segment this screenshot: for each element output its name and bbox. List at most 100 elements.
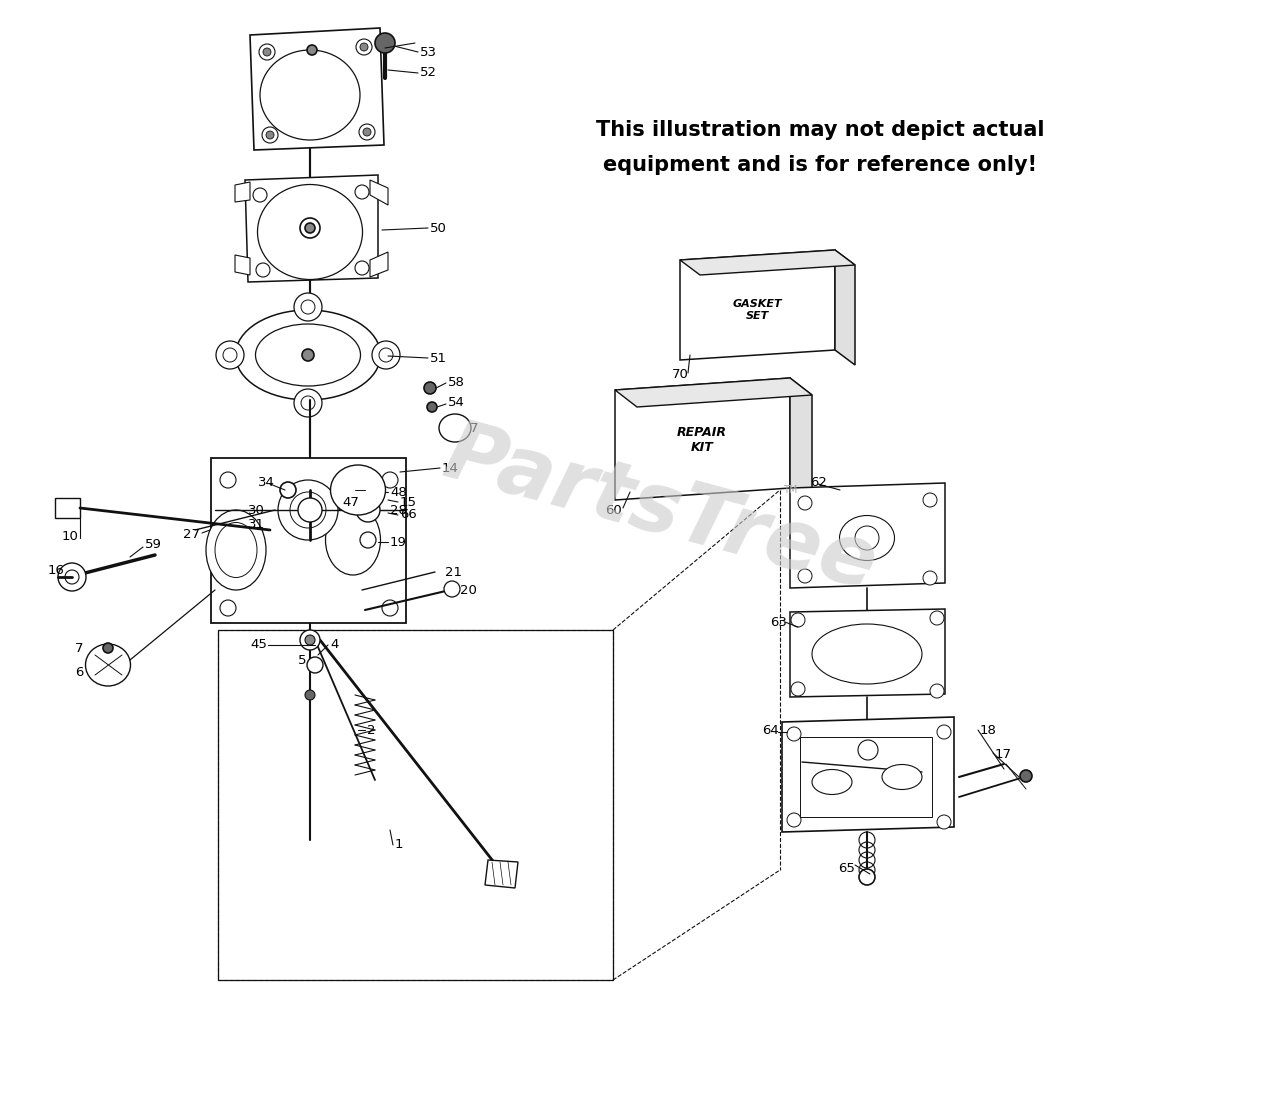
Polygon shape <box>782 716 954 832</box>
Ellipse shape <box>257 184 362 279</box>
Circle shape <box>355 261 369 275</box>
Circle shape <box>931 611 945 625</box>
Text: 17: 17 <box>995 749 1012 762</box>
Text: 16: 16 <box>49 563 65 576</box>
Circle shape <box>298 498 323 522</box>
Text: 21: 21 <box>445 565 462 578</box>
Circle shape <box>262 47 271 56</box>
Polygon shape <box>790 378 812 505</box>
Circle shape <box>223 348 237 362</box>
Text: equipment and is for reference only!: equipment and is for reference only! <box>603 155 1037 176</box>
Ellipse shape <box>439 414 471 442</box>
Circle shape <box>305 690 315 700</box>
Text: 50: 50 <box>430 222 447 234</box>
Circle shape <box>937 815 951 829</box>
Polygon shape <box>680 250 855 275</box>
Circle shape <box>305 635 315 645</box>
Polygon shape <box>55 498 79 518</box>
Text: 60: 60 <box>605 503 622 517</box>
Circle shape <box>220 473 236 488</box>
Text: This illustration may not depict actual: This illustration may not depict actual <box>595 120 1044 140</box>
Polygon shape <box>370 180 388 205</box>
Ellipse shape <box>215 522 257 577</box>
Text: 66: 66 <box>399 509 417 521</box>
Text: 31: 31 <box>248 519 265 531</box>
Polygon shape <box>485 860 518 888</box>
Circle shape <box>797 569 812 583</box>
Ellipse shape <box>86 644 131 686</box>
Circle shape <box>923 571 937 585</box>
Ellipse shape <box>325 505 380 575</box>
Circle shape <box>302 349 314 361</box>
Circle shape <box>937 725 951 739</box>
Circle shape <box>379 348 393 362</box>
Circle shape <box>355 185 369 199</box>
Ellipse shape <box>330 465 385 514</box>
Circle shape <box>278 480 338 540</box>
Circle shape <box>1020 769 1032 782</box>
Circle shape <box>294 389 323 417</box>
Circle shape <box>291 492 326 528</box>
Circle shape <box>356 39 372 55</box>
Text: 19: 19 <box>390 535 407 549</box>
Circle shape <box>259 44 275 60</box>
Circle shape <box>444 581 460 597</box>
Text: 27: 27 <box>183 529 200 541</box>
Circle shape <box>266 131 274 139</box>
Text: 7: 7 <box>76 641 83 655</box>
Ellipse shape <box>260 50 360 140</box>
Bar <box>218 630 613 980</box>
Circle shape <box>364 128 371 136</box>
Ellipse shape <box>812 769 852 795</box>
Circle shape <box>923 493 937 507</box>
Circle shape <box>220 599 236 616</box>
Circle shape <box>362 487 378 503</box>
Text: 18: 18 <box>980 723 997 736</box>
Circle shape <box>65 570 79 584</box>
Polygon shape <box>790 609 945 697</box>
Ellipse shape <box>882 764 922 789</box>
Circle shape <box>360 43 369 51</box>
Circle shape <box>280 482 296 498</box>
Text: 2: 2 <box>367 723 375 736</box>
Text: 47: 47 <box>342 497 358 510</box>
Circle shape <box>787 728 801 741</box>
Circle shape <box>301 396 315 410</box>
Text: 52: 52 <box>420 66 436 79</box>
Text: 48: 48 <box>390 486 407 499</box>
Circle shape <box>424 382 436 394</box>
Text: 28: 28 <box>390 503 407 517</box>
Text: 4: 4 <box>330 638 338 651</box>
Polygon shape <box>614 378 790 500</box>
Text: 70: 70 <box>672 369 689 382</box>
Text: 64: 64 <box>762 723 778 736</box>
Bar <box>800 737 932 817</box>
Circle shape <box>428 402 436 412</box>
Text: 62: 62 <box>810 476 827 488</box>
Text: 63: 63 <box>771 616 787 628</box>
Circle shape <box>356 498 380 522</box>
Circle shape <box>307 45 317 55</box>
Polygon shape <box>370 252 388 277</box>
Bar <box>218 630 613 980</box>
Circle shape <box>372 341 399 369</box>
Text: 51: 51 <box>430 351 447 364</box>
Polygon shape <box>236 255 250 275</box>
Text: 45: 45 <box>250 638 266 651</box>
Circle shape <box>300 630 320 650</box>
Circle shape <box>358 124 375 140</box>
Circle shape <box>256 263 270 277</box>
Ellipse shape <box>236 310 380 400</box>
Text: 1: 1 <box>396 839 403 851</box>
Polygon shape <box>614 378 812 407</box>
Circle shape <box>294 293 323 321</box>
Text: 5: 5 <box>298 654 306 667</box>
Text: PartsTree: PartsTree <box>435 413 886 606</box>
Circle shape <box>787 813 801 827</box>
Polygon shape <box>790 484 945 588</box>
Circle shape <box>300 217 320 238</box>
Circle shape <box>301 300 315 314</box>
Text: 15: 15 <box>399 496 417 509</box>
Circle shape <box>855 526 879 550</box>
Circle shape <box>791 613 805 627</box>
